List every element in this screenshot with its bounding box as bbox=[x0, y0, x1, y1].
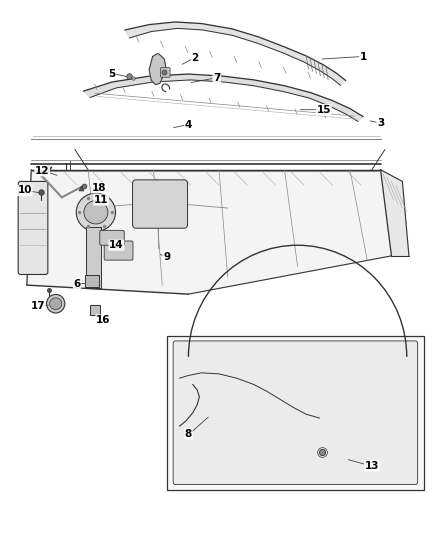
Bar bbox=[166, 336, 424, 490]
Polygon shape bbox=[27, 169, 392, 294]
FancyBboxPatch shape bbox=[133, 180, 187, 228]
Polygon shape bbox=[84, 74, 363, 122]
Text: 12: 12 bbox=[35, 166, 49, 176]
Ellipse shape bbox=[49, 298, 62, 310]
Text: 16: 16 bbox=[96, 314, 110, 325]
Ellipse shape bbox=[76, 193, 116, 231]
Text: 10: 10 bbox=[18, 185, 32, 196]
Polygon shape bbox=[381, 169, 409, 256]
Text: 4: 4 bbox=[185, 119, 192, 130]
Text: 15: 15 bbox=[317, 104, 331, 115]
Text: 13: 13 bbox=[364, 461, 379, 471]
Bar bbox=[86, 227, 101, 288]
Polygon shape bbox=[125, 22, 346, 85]
FancyBboxPatch shape bbox=[100, 230, 124, 245]
Text: 14: 14 bbox=[109, 240, 124, 250]
Text: 1: 1 bbox=[360, 52, 367, 61]
FancyBboxPatch shape bbox=[18, 181, 48, 274]
Text: 3: 3 bbox=[377, 118, 384, 128]
Text: 5: 5 bbox=[109, 69, 116, 78]
Text: 18: 18 bbox=[92, 183, 106, 193]
Ellipse shape bbox=[84, 200, 108, 224]
Text: 8: 8 bbox=[185, 429, 192, 439]
Text: 7: 7 bbox=[213, 73, 220, 83]
FancyBboxPatch shape bbox=[104, 241, 133, 260]
Bar bbox=[85, 275, 99, 287]
Bar bbox=[90, 305, 100, 316]
Text: 6: 6 bbox=[74, 279, 81, 288]
Polygon shape bbox=[149, 54, 166, 85]
Text: 2: 2 bbox=[191, 53, 198, 63]
Ellipse shape bbox=[46, 294, 65, 313]
FancyBboxPatch shape bbox=[173, 341, 418, 484]
Text: 17: 17 bbox=[31, 301, 45, 311]
Text: 9: 9 bbox=[163, 252, 170, 262]
FancyBboxPatch shape bbox=[160, 68, 170, 77]
Text: 11: 11 bbox=[94, 195, 108, 205]
